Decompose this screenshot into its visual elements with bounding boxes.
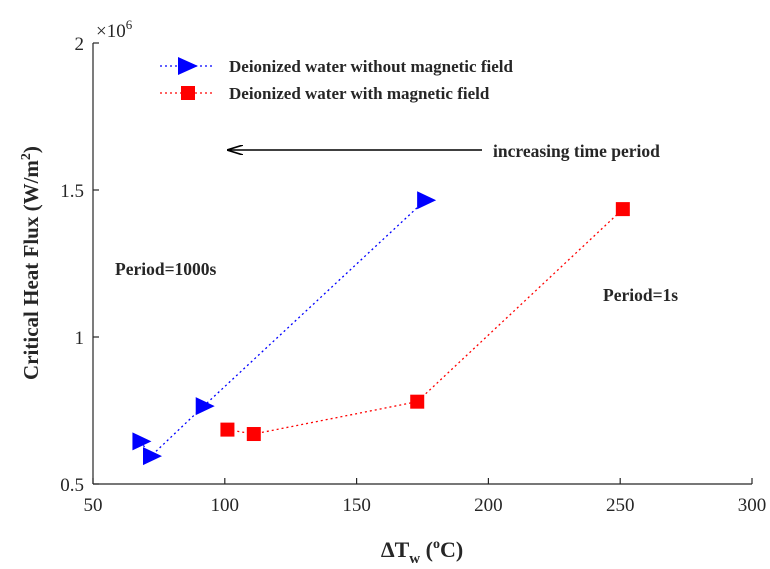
annotation-period-1s: Period=1s [603,285,678,305]
legend-label-series-2: Deionized water with magnetic field [229,84,490,103]
data-point-series-1 [132,432,152,451]
x-tick-label: 100 [211,495,240,516]
x-axis-label-subscript: w [409,551,420,567]
data-point-series-1 [417,191,437,210]
legend: Deionized water without magnetic field D… [160,57,513,103]
y-tick-label: 1 [75,328,85,349]
series-line-2 [227,208,624,435]
x-tick-label: 250 [606,495,635,516]
data-point-series-2 [615,202,630,217]
y-multiplier-exponent: 6 [126,17,133,32]
data-point-series-2 [246,427,261,442]
data-point-series-1 [142,447,162,466]
x-tick-label: 300 [738,495,767,516]
x-ticks: 50 100 150 200 250 300 [84,478,767,516]
series-layer [132,191,630,466]
legend-marker-square [181,86,195,100]
y-axis-label: Critical Heat Flux (W/m2) [19,146,43,380]
series-line-1 [139,199,426,458]
y-tick-label: 2 [75,34,85,55]
legend-marker-triangle [178,57,198,75]
y-ticks: 0.5 1 1.5 2 [60,34,99,496]
x-tick-label: 150 [342,495,371,516]
legend-label-series-1: Deionized water without magnetic field [229,57,513,76]
data-point-series-1 [195,397,215,416]
y-tick-label: 1.5 [60,181,84,202]
x-axis-label-superscript: o [433,537,440,552]
x-tick-label: 50 [84,495,103,516]
y-tick-label: 0.5 [60,475,84,496]
y-axis-label-superscript: 2 [19,153,34,160]
data-point-series-2 [220,422,235,437]
x-tick-label: 200 [474,495,503,516]
annotation-period-1000s: Period=1000s [115,259,217,279]
data-point-series-2 [410,394,425,409]
x-axis-label: ΔTw (oC) [381,537,463,567]
y-multiplier: ×106 [96,17,133,42]
annotation-increasing-time-period: increasing time period [493,141,660,161]
